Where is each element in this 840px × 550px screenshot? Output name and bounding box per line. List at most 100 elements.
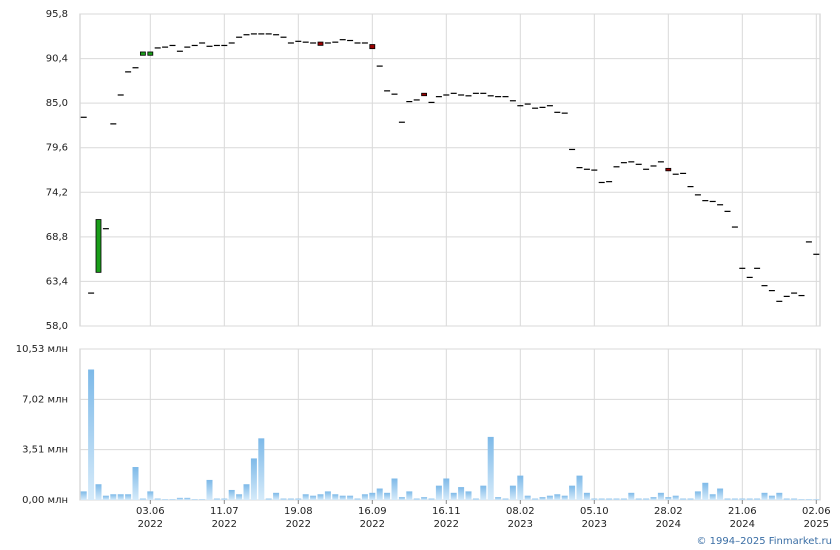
x-tick-label: 03.06 [136,506,165,517]
volume-bar [768,495,775,500]
volume-bar [413,498,420,500]
volume-bar [243,484,250,500]
volume-bar [317,494,324,500]
candle [672,173,679,175]
volume-bar [487,436,494,500]
volume-bar [369,492,376,500]
volume-bar [213,498,220,500]
volume-bar [132,467,139,500]
candle [724,210,731,212]
volume-bar [339,495,346,500]
candle [376,65,383,67]
candle [398,121,405,123]
candle [302,41,309,43]
volume-bar [761,492,768,500]
candle [339,39,346,41]
volume-bar [561,495,568,500]
volume-bar [739,498,746,500]
volume-bar [147,491,154,500]
volume-bar [184,497,191,500]
volume-bar [517,475,524,500]
candle [702,200,709,202]
x-tick-label: 2024 [730,519,755,530]
volume-bar [724,498,731,500]
candle [413,99,420,101]
volume-bar [687,498,694,500]
candle [273,34,280,36]
candle [746,276,753,279]
volume-bar [583,492,590,500]
y-tick-label: 85,0 [46,98,68,109]
volume-bar [176,497,183,500]
candle [620,162,627,164]
candle [761,285,768,287]
volume-bar [480,485,487,500]
volume-bar [524,495,531,500]
y-tick-label: 90,4 [46,54,68,65]
x-tick-label: 08.02 [506,506,535,517]
volume-bar [295,498,302,500]
candle [95,219,102,273]
candle [236,36,243,38]
candle [428,101,435,104]
candle [650,165,657,167]
volume-bar [125,494,132,500]
volume-bar [532,498,539,500]
footer: © 1994–2025 Finmarket.ru [696,536,832,547]
x-tick-label: 2023 [508,519,533,530]
volume-bar [783,498,790,500]
x-tick-label: 2025 [804,519,829,530]
volume-bar [376,488,383,500]
y-tick-label: 74,2 [46,187,68,198]
volume-bar [310,495,317,500]
candle [783,295,790,297]
candle [287,42,294,44]
candle [199,42,206,44]
volume-bar [628,492,635,500]
candle [657,161,664,163]
x-tick-label: 28.02 [654,506,683,517]
candle [88,292,95,294]
candle [687,186,694,188]
x-tick-label: 2024 [656,519,681,530]
candle [147,51,154,56]
candle [280,36,287,38]
volume-bar [421,497,428,500]
candle [598,181,605,184]
x-tick-label: 2022 [360,519,385,530]
volume-bar [709,494,716,500]
volume-bar [347,495,354,500]
candle [250,33,257,35]
y-tick-label: 58,0 [46,321,68,332]
candle [117,94,124,96]
x-tick-label: 02.06 [802,506,831,517]
y-tick-label: 68,8 [46,232,68,243]
volume-bar [117,494,124,500]
volume-bar [680,498,687,500]
candle [539,106,546,108]
candle [576,167,583,169]
candle [317,41,324,46]
x-tick-label: 2023 [582,519,607,530]
candle [110,123,117,125]
candle [369,44,376,50]
volume-bar [731,498,738,500]
volume-bar [95,484,102,500]
candle [406,100,413,103]
volume-bar [88,369,95,500]
volume-bar [672,495,679,500]
candle [798,294,805,297]
candle [310,42,317,44]
volume-bar [162,499,169,500]
volume-bar [206,479,213,500]
volume-bar [650,497,657,500]
x-tick-label: 2022 [434,519,459,530]
volume-bar [754,498,761,500]
volume-bar [154,498,161,500]
volume-bar [643,498,650,500]
candle [591,169,598,171]
volume-bar [495,497,502,500]
candle [532,107,539,109]
volume-bar [228,489,235,500]
